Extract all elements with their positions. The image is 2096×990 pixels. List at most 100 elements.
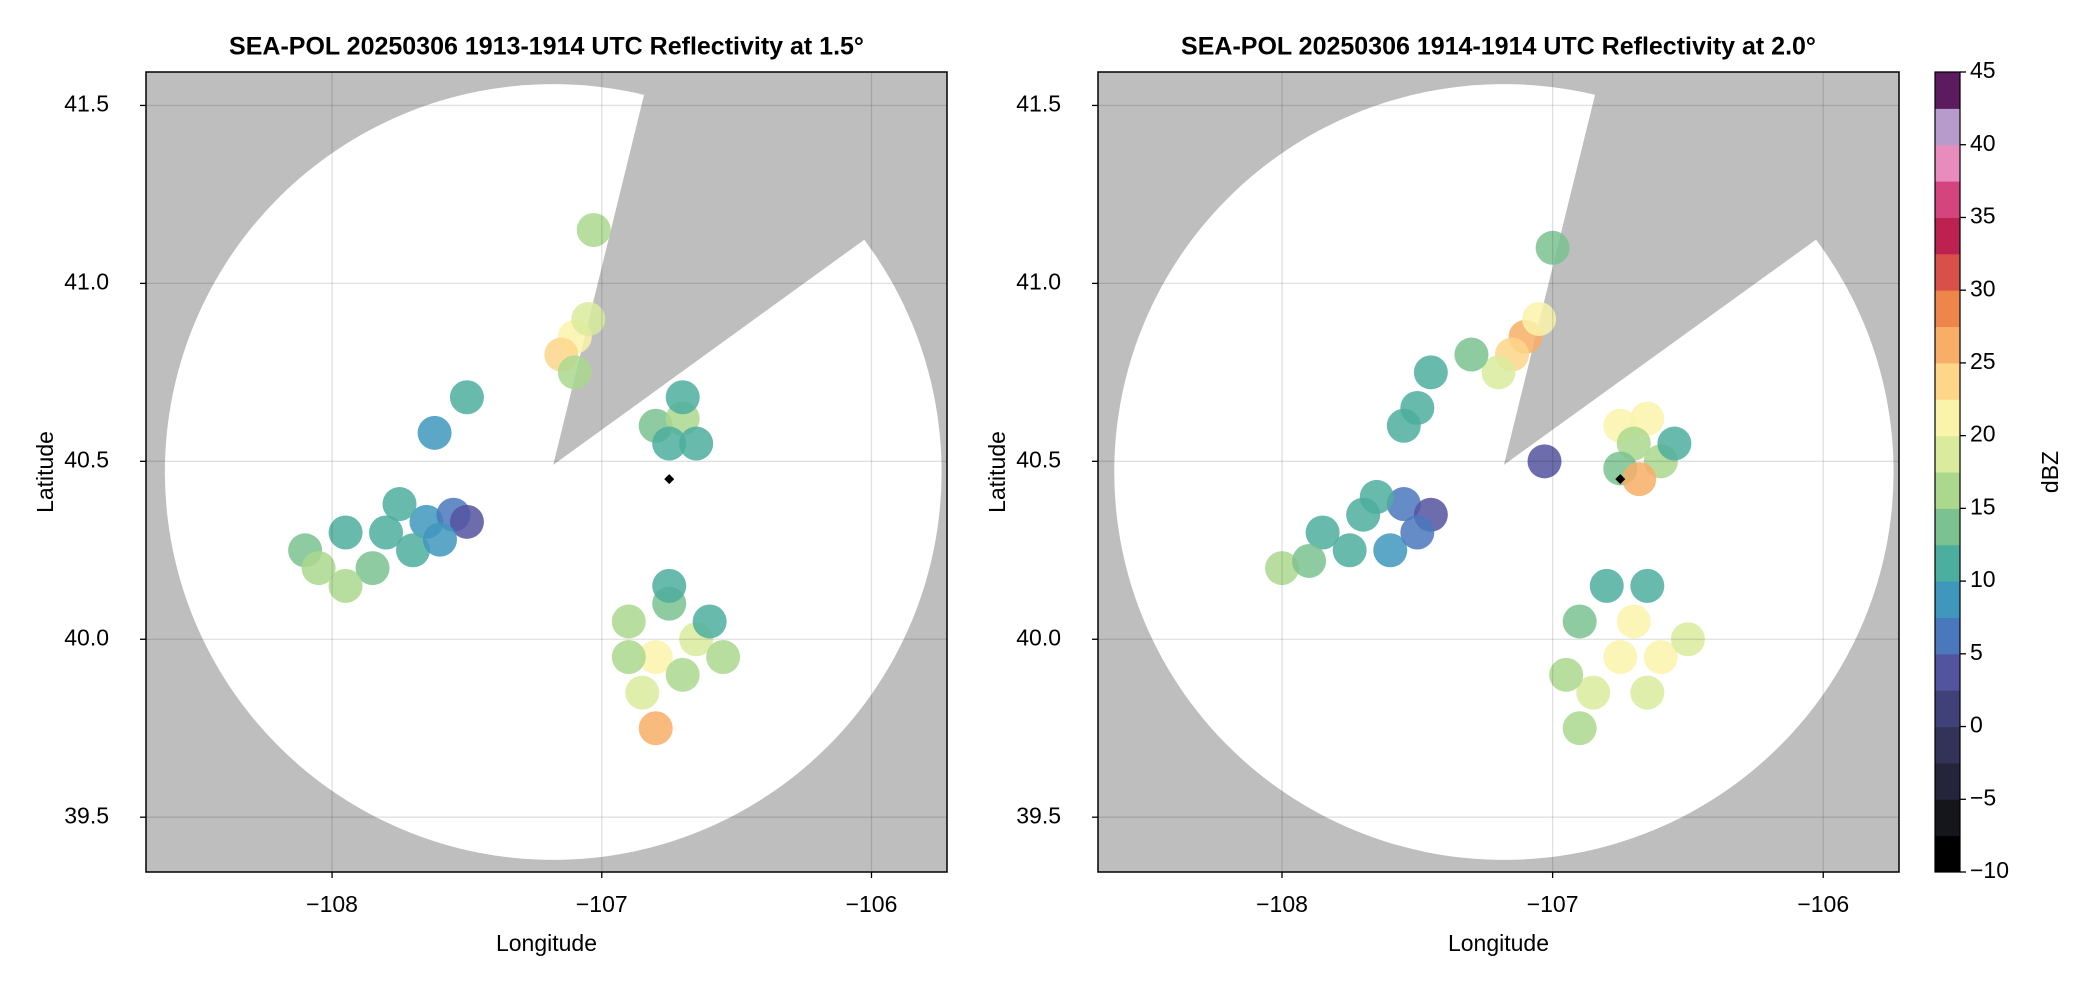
echo (1305, 515, 1340, 550)
colorbar-tick-label: 25 (1970, 348, 1996, 374)
echo (1386, 487, 1421, 522)
x-axis-label: Longitude (1448, 930, 1549, 956)
colorbar-band (1935, 690, 1960, 728)
x-tick-label: −107 (576, 891, 628, 917)
colorbar-tick-label: 40 (1970, 130, 1996, 156)
echo (417, 415, 452, 450)
colorbar-band (1935, 72, 1960, 109)
echo (1630, 401, 1665, 436)
echo (1373, 533, 1408, 568)
colorbar-band (1935, 799, 1960, 837)
echo (449, 380, 484, 415)
echo (706, 640, 741, 675)
colorbar-band (1935, 835, 1960, 873)
colorbar-tick-label: 30 (1970, 275, 1996, 301)
colorbar-band (1935, 726, 1960, 764)
echo (638, 640, 673, 675)
colorbar-frame (1934, 71, 1961, 873)
colorbar-band (1935, 181, 1960, 218)
colorbar-band (1935, 581, 1960, 618)
y-tick-label: 40.5 (64, 446, 109, 472)
colorbar-band (1935, 144, 1960, 182)
y-tick-label: 41.0 (64, 268, 109, 294)
echo (1562, 711, 1597, 746)
echo (1400, 515, 1435, 550)
echo (1616, 604, 1651, 639)
echo (571, 301, 606, 336)
colorbar-tick-label: 35 (1970, 203, 1996, 229)
x-tick-label: −106 (846, 891, 898, 917)
echo (1386, 408, 1421, 443)
colorbar-tick-label: 20 (1970, 421, 1996, 447)
chart-title: SEA-POL 20250306 1914-1914 UTC Reflectiv… (1181, 33, 1816, 61)
echo (652, 568, 687, 603)
y-tick-label: 39.5 (1016, 802, 1061, 828)
echo (1616, 426, 1651, 461)
y-tick-label: 41.0 (1016, 268, 1061, 294)
y-axis-label: Latitude (984, 431, 1010, 513)
echo (1332, 533, 1367, 568)
colorbar-band (1935, 399, 1960, 437)
blocked-sector (553, 72, 947, 465)
colorbar-band (1935, 544, 1960, 582)
y-tick-label: 40.0 (1016, 624, 1061, 650)
echo (1589, 568, 1624, 603)
plot-frame (145, 71, 948, 873)
echo (1454, 337, 1489, 372)
echo (1527, 444, 1562, 479)
echo (1630, 675, 1665, 710)
echo (1549, 657, 1584, 692)
colorbar-band (1935, 653, 1960, 691)
colorbar-tick-label: 45 (1970, 57, 1996, 83)
colorbar-tick-label: 15 (1970, 493, 1996, 519)
echo (382, 487, 417, 522)
echo (369, 515, 404, 550)
echo (611, 640, 646, 675)
echo (611, 604, 646, 639)
echo (1643, 640, 1678, 675)
colorbar-tick-label: −5 (1970, 784, 1996, 810)
radar-marker (664, 474, 675, 485)
colorbar-band (1935, 326, 1960, 364)
echo (665, 380, 700, 415)
echo (576, 213, 611, 248)
y-axis-label: Latitude (32, 431, 58, 513)
echo (1670, 622, 1705, 657)
echo (638, 711, 673, 746)
y-tick-label: 40.5 (1016, 446, 1061, 472)
echo (355, 551, 390, 586)
colorbar-band (1935, 508, 1960, 546)
y-tick-label: 40.0 (64, 624, 109, 650)
colorbar-label: dBZ (2037, 451, 2063, 493)
echo (328, 515, 363, 550)
echo (1630, 568, 1665, 603)
colorbar-tick-label: 0 (1970, 712, 1983, 738)
echo (1603, 640, 1638, 675)
echo (692, 604, 727, 639)
plot-area (1098, 72, 1899, 872)
echo (328, 568, 363, 603)
echo (449, 504, 484, 539)
colorbar-band (1935, 472, 1960, 509)
colorbar-tick-label: 5 (1970, 639, 1983, 665)
colorbar-band (1935, 762, 1960, 800)
colorbar-tick-label: 10 (1970, 566, 1996, 592)
echo (679, 426, 714, 461)
colorbar-band (1935, 435, 1960, 473)
echo (1359, 479, 1394, 514)
echo (665, 657, 700, 692)
x-tick-label: −108 (306, 891, 358, 917)
x-tick-label: −106 (1797, 891, 1849, 917)
colorbar-band (1935, 108, 1960, 146)
echo (625, 675, 660, 710)
plot-area (146, 72, 947, 872)
y-tick-label: 41.5 (1016, 91, 1061, 117)
radar-marker (1615, 474, 1626, 485)
y-tick-label: 41.5 (64, 91, 109, 117)
colorbar-band (1935, 617, 1960, 655)
blocked-sector (1503, 72, 1899, 465)
colorbar-tick-label: −10 (1970, 857, 2009, 883)
echo (1535, 230, 1570, 265)
echo (422, 522, 457, 557)
echo (1481, 355, 1516, 390)
